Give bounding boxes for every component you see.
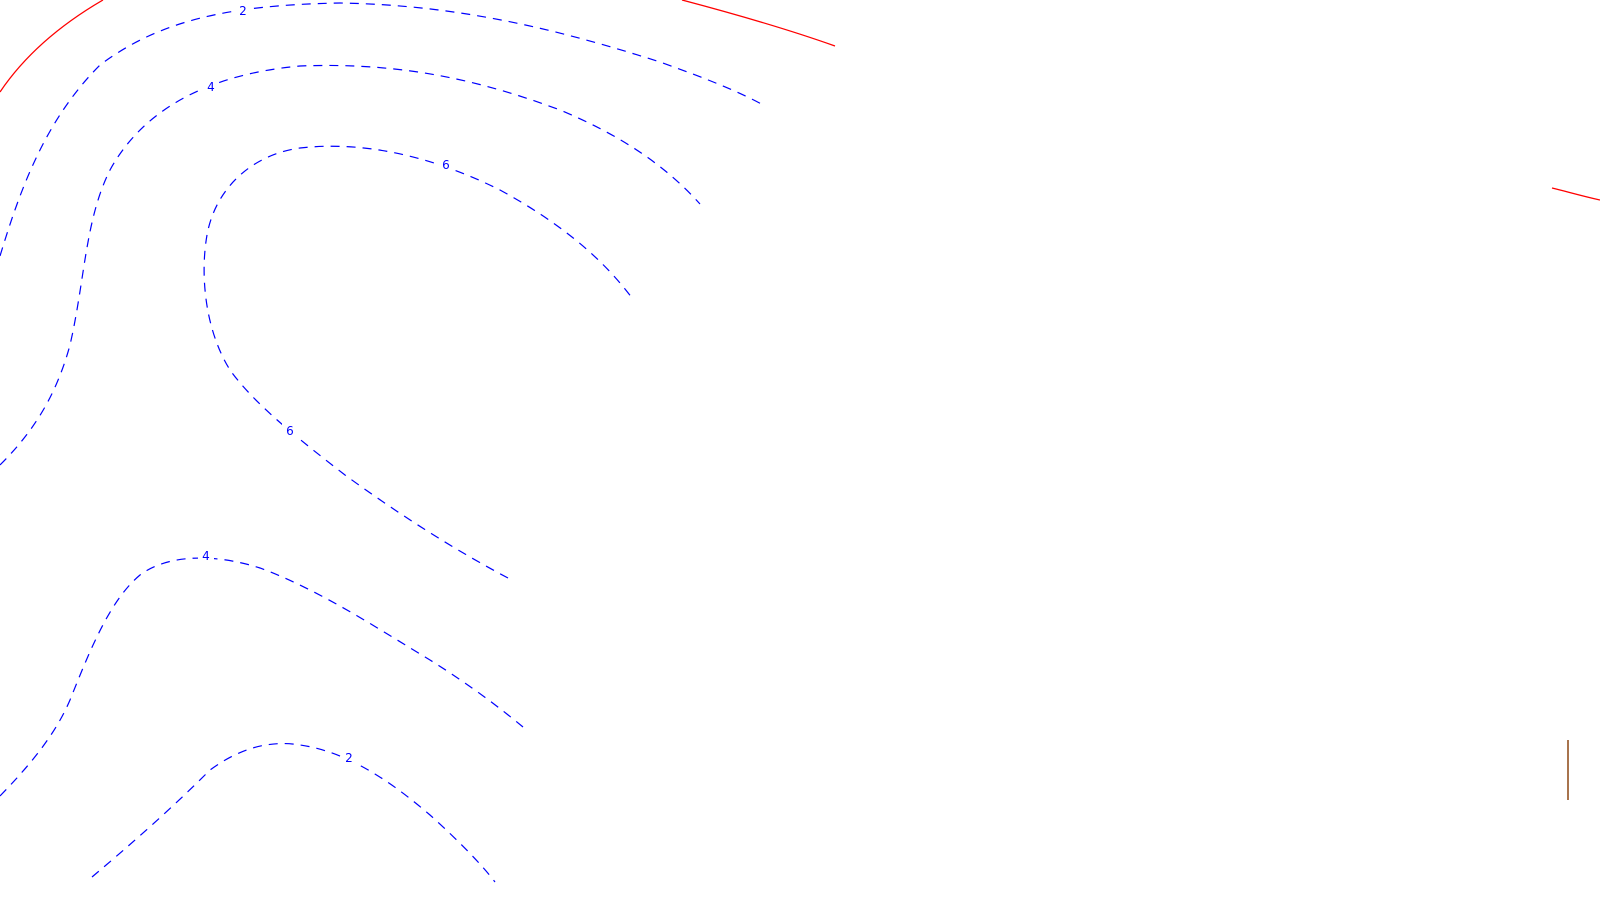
blue-contour-2-top: [0, 2, 766, 257]
red-contour-right-edge: [1551, 187, 1600, 201]
blue-contour-6-inner: [203, 145, 633, 579]
contour-label-6-upper: 6: [442, 158, 450, 172]
blue-contour-2-bottom: [91, 742, 496, 883]
blue-contour-4-top: [0, 64, 701, 466]
blue-contour-4-bottom: [0, 557, 524, 797]
contour-label-6-lower: 6: [286, 424, 294, 438]
red-contour-upper-left: [0, 0, 104, 93]
contour-label-4-top: 4: [207, 80, 215, 94]
contour-label-2-top: 2: [239, 4, 247, 18]
red-contour-upper-center: [681, 0, 836, 47]
contour-label-group: 2 4 6 6 4 2: [198, 3, 454, 766]
contour-label-4-bottom: 4: [202, 549, 210, 563]
contour-label-2-bottom: 2: [345, 751, 353, 765]
